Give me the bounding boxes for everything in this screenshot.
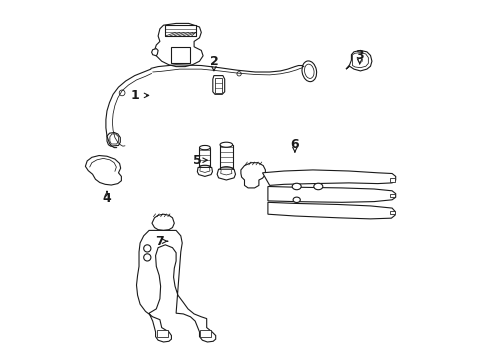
Polygon shape bbox=[389, 178, 394, 182]
Polygon shape bbox=[241, 163, 265, 188]
Polygon shape bbox=[346, 50, 371, 71]
Polygon shape bbox=[165, 25, 196, 36]
Ellipse shape bbox=[304, 64, 313, 78]
Polygon shape bbox=[152, 214, 174, 230]
Ellipse shape bbox=[302, 61, 316, 82]
Polygon shape bbox=[200, 330, 211, 337]
Text: 1: 1 bbox=[130, 89, 139, 102]
Polygon shape bbox=[212, 76, 224, 94]
Ellipse shape bbox=[199, 165, 210, 170]
Text: 6: 6 bbox=[290, 138, 299, 150]
Polygon shape bbox=[389, 211, 394, 214]
Ellipse shape bbox=[220, 167, 232, 172]
Ellipse shape bbox=[313, 183, 322, 190]
Text: 4: 4 bbox=[102, 192, 111, 204]
Ellipse shape bbox=[292, 183, 301, 190]
Polygon shape bbox=[352, 53, 367, 68]
Polygon shape bbox=[154, 23, 203, 67]
Polygon shape bbox=[151, 49, 158, 56]
Polygon shape bbox=[217, 169, 235, 180]
Text: 5: 5 bbox=[193, 154, 202, 167]
Circle shape bbox=[237, 72, 241, 76]
Polygon shape bbox=[136, 230, 215, 342]
Polygon shape bbox=[267, 202, 394, 219]
Polygon shape bbox=[170, 47, 190, 63]
Polygon shape bbox=[197, 167, 212, 176]
Text: 2: 2 bbox=[209, 55, 218, 68]
Polygon shape bbox=[110, 134, 118, 144]
Polygon shape bbox=[107, 132, 120, 146]
Polygon shape bbox=[267, 186, 395, 202]
Polygon shape bbox=[389, 194, 394, 197]
Text: 3: 3 bbox=[355, 49, 363, 62]
Circle shape bbox=[143, 254, 151, 261]
Ellipse shape bbox=[292, 197, 300, 202]
Ellipse shape bbox=[199, 145, 210, 150]
Circle shape bbox=[119, 90, 125, 96]
Polygon shape bbox=[157, 330, 167, 337]
Text: 7: 7 bbox=[155, 235, 163, 248]
Circle shape bbox=[358, 58, 362, 62]
Polygon shape bbox=[262, 170, 395, 185]
Circle shape bbox=[143, 245, 151, 252]
Polygon shape bbox=[85, 156, 121, 185]
Ellipse shape bbox=[220, 142, 232, 147]
Polygon shape bbox=[215, 78, 222, 93]
